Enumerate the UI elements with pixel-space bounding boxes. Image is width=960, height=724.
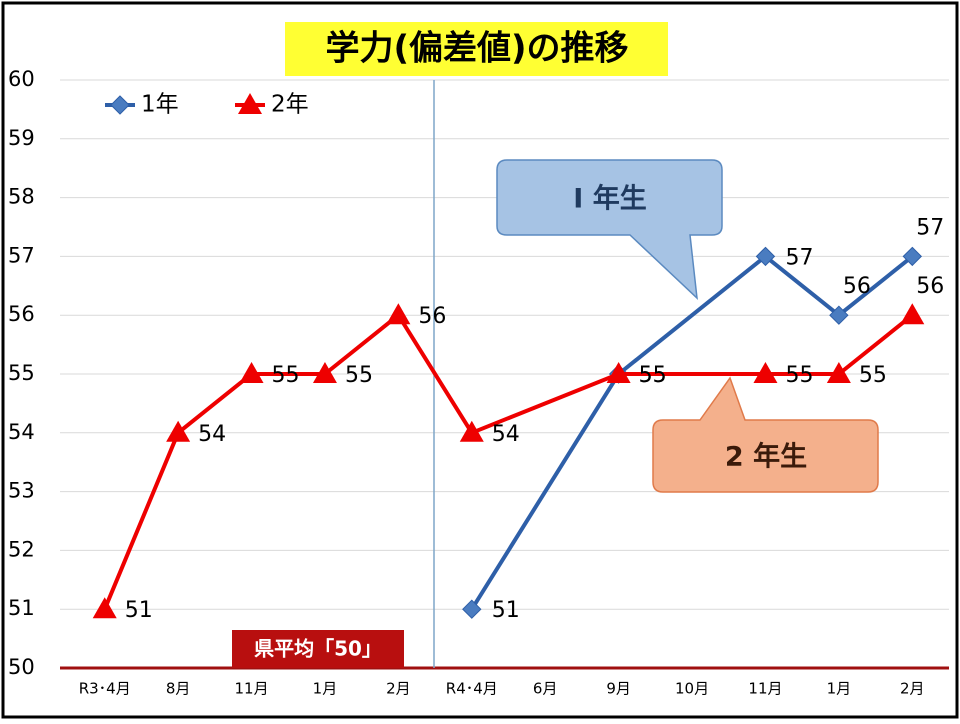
marker <box>386 303 411 325</box>
legend-label: 1年 <box>141 92 179 118</box>
marker <box>312 362 337 383</box>
marker <box>462 599 482 619</box>
x-tick-label: 10月 <box>675 680 709 698</box>
marker <box>829 305 849 325</box>
data-label: 55 <box>272 363 300 388</box>
data-label: 51 <box>125 598 153 623</box>
data-label: 56 <box>418 304 446 329</box>
legend-label: 2年 <box>271 92 309 118</box>
x-tick-label: 2月 <box>900 680 925 698</box>
x-tick-label: 11月 <box>234 680 268 698</box>
marker <box>459 420 484 442</box>
reference-box <box>232 630 404 668</box>
callout-1 <box>496 159 723 300</box>
line-segment <box>396 313 474 435</box>
marker <box>900 303 925 325</box>
y-tick-label: 59 <box>8 126 35 150</box>
line-segment <box>469 372 621 435</box>
line-segment <box>102 430 181 612</box>
legend-marker <box>110 95 130 115</box>
data-label: 56 <box>916 274 944 299</box>
x-tick-label: 2月 <box>386 680 411 698</box>
data-label: 56 <box>843 274 871 299</box>
x-tick-label: 6月 <box>533 680 558 698</box>
line-segment <box>836 254 915 318</box>
marker <box>606 362 631 383</box>
y-tick-label: 54 <box>8 420 35 444</box>
plot: 1年 2年 51 55 57 56 57 51 54 55 55 56 54 55 55 55 56 <box>92 92 944 623</box>
marker <box>902 246 922 267</box>
data-label: 57 <box>916 215 944 240</box>
marker <box>166 420 191 442</box>
callout-2 <box>652 376 879 493</box>
line-segment <box>763 254 841 318</box>
callout-1-text: I 年生 <box>573 183 646 215</box>
reference-label: 県平均「50」 <box>254 637 382 661</box>
data-label: 55 <box>639 363 667 388</box>
x-tick-label: R3･4月 <box>79 680 131 698</box>
data-label: 55 <box>345 363 373 388</box>
line-segment <box>322 313 401 376</box>
line-segment <box>176 372 254 435</box>
callout-2-text: 2 年生 <box>725 441 807 473</box>
y-tick-label: 58 <box>8 185 35 209</box>
x-tick-label: R4･4月 <box>446 680 498 698</box>
x-tick-label: 11月 <box>748 680 782 698</box>
y-tick-label: 56 <box>8 302 35 326</box>
legend: 1年 2年 <box>105 92 309 118</box>
chart-title: 学力(偏差値)の推移 <box>325 29 628 69</box>
x-tick-label: 9月 <box>606 680 631 698</box>
data-label: 54 <box>198 422 226 447</box>
legend-marker <box>238 93 262 114</box>
data-label: 55 <box>859 363 887 388</box>
series: 51 54 55 55 56 54 55 55 55 56 <box>92 274 944 623</box>
title-bg <box>285 22 668 76</box>
y-tick-label: 55 <box>8 361 35 385</box>
y-tick-label: 52 <box>8 537 35 561</box>
marker <box>755 246 776 267</box>
marker <box>92 597 117 619</box>
x-tick-label: 8月 <box>166 680 191 698</box>
data-label: 55 <box>785 363 813 388</box>
marker <box>239 362 264 383</box>
x-tick-label: 1月 <box>313 680 338 698</box>
y-tick-label: 51 <box>8 596 35 620</box>
marker <box>753 362 778 383</box>
x-tick-label: 1月 <box>827 680 852 698</box>
line-segment <box>836 313 915 376</box>
y-tick-label: 50 <box>8 655 35 679</box>
grid: 50 51 52 53 54 55 56 57 58 59 60 R3･4月 8月 11月 1月 2月 R4･4… <box>8 67 949 698</box>
line-segment <box>616 254 768 376</box>
data-label: 57 <box>785 245 813 270</box>
marker <box>826 362 851 383</box>
y-tick-label: 57 <box>8 243 35 267</box>
data-label: 51 <box>492 598 520 623</box>
y-tick-label: 60 <box>8 67 35 91</box>
line-segment <box>469 372 621 612</box>
data-label: 54 <box>492 422 520 447</box>
y-tick-label: 53 <box>8 479 35 503</box>
